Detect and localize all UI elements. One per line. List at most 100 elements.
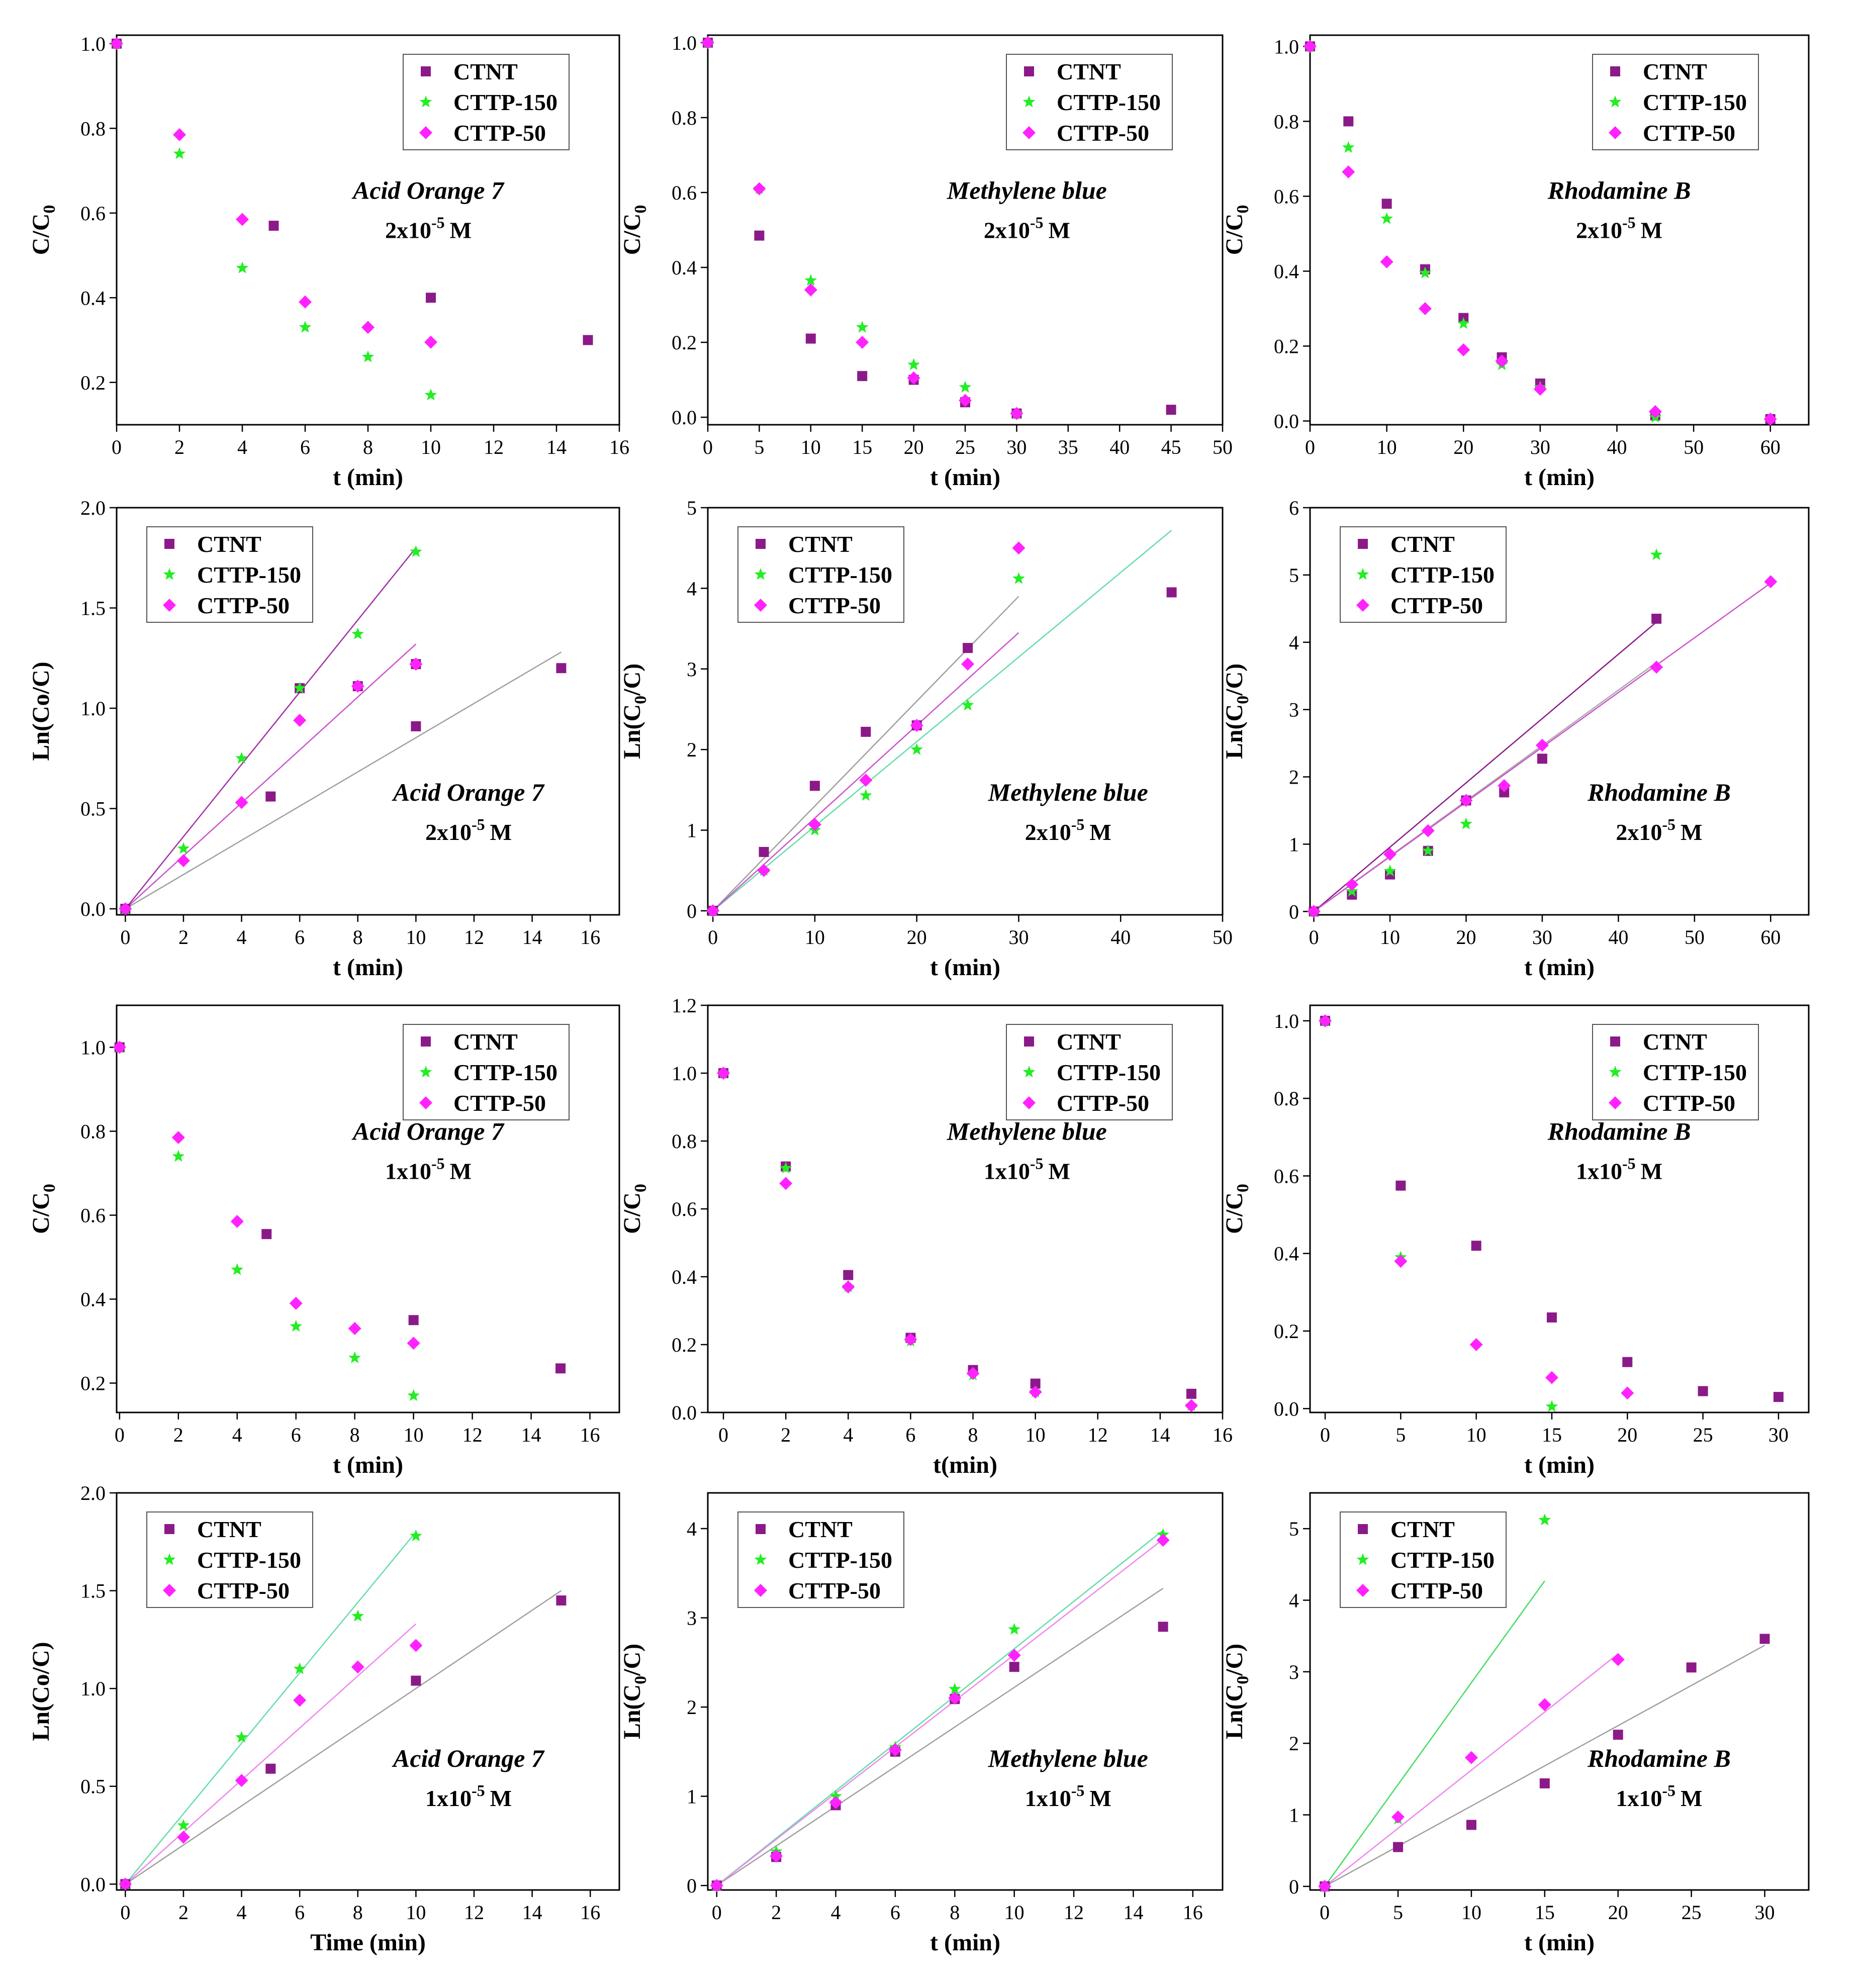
x-tick-label: 12 <box>484 436 504 458</box>
point-cttp-50 <box>1184 1399 1198 1412</box>
point-cttp-50 <box>348 1321 361 1335</box>
x-tick-label: 0 <box>708 926 718 949</box>
point-ctnt <box>1381 199 1392 209</box>
x-tick-label: 0 <box>1320 1901 1330 1924</box>
legend-marker-cttp-50 <box>754 1584 767 1597</box>
y-tick-label: 1 <box>1289 1804 1299 1827</box>
concentration-unit: M <box>1681 1785 1702 1811</box>
plot-frame <box>1309 1492 1810 1891</box>
concentration-annotation: 2x10-5 M <box>1025 815 1111 845</box>
x-tick-label: 6 <box>905 1424 915 1446</box>
concentration-exponent: -5 <box>431 214 445 232</box>
point-cttp-50 <box>113 1040 126 1054</box>
concentration-exponent: -5 <box>1071 1781 1085 1800</box>
x-tick-label: 0 <box>1320 1424 1330 1446</box>
point-ctnt <box>759 846 769 857</box>
legend-marker-cttp-50 <box>1022 126 1036 139</box>
legend-marker-cttp-150 <box>163 568 176 580</box>
fit-line-ctnt-b <box>125 547 417 909</box>
x-tick-label: 0 <box>712 1901 722 1924</box>
x-axis-label: t (min) <box>1524 1929 1595 1956</box>
y-tick-label: 1 <box>1289 833 1299 856</box>
fit-line-ctnt <box>125 651 562 910</box>
x-tick-label: 8 <box>350 1424 360 1446</box>
x-tick-label: 12 <box>464 1901 484 1924</box>
dye-annotation: Methylene blue <box>947 1117 1107 1145</box>
point-cttp-50 <box>757 864 771 877</box>
point-cttp-50 <box>888 1743 902 1757</box>
legend-label-cttp-50: CTTP-50 <box>1057 1090 1149 1116</box>
x-axis-label: t (min) <box>333 954 403 981</box>
legend: CTNT CTTP-150 CTTP-50 <box>403 54 570 150</box>
point-cttp-50 <box>1535 738 1549 752</box>
y-axis-label-sub: 0 <box>631 1676 650 1684</box>
chart-4: 0 2 4 6 8 10 12 14 16 0.0 0.5 1.0 1.5 2.0 t (min) Ln(Co… <box>28 497 620 981</box>
point-cttp-150 <box>172 1150 185 1162</box>
y-axis-label-sub: 0 <box>1234 205 1252 214</box>
y-axis-label-main: C/C <box>1221 1192 1248 1234</box>
x-tick-label: 12 <box>464 926 484 949</box>
x-tick-label: 4 <box>831 1901 841 1924</box>
point-cttp-150 <box>235 751 248 764</box>
dye-annotation: Rhodamine B <box>1547 1117 1691 1145</box>
point-ctnt <box>809 781 820 791</box>
point-cttp-50 <box>1421 824 1435 837</box>
point-cttp-50 <box>804 283 817 297</box>
legend-marker-ctnt <box>1358 539 1368 549</box>
x-axis-label: t (min) <box>333 1452 403 1478</box>
point-cttp-150 <box>1460 817 1472 829</box>
point-cttp-150 <box>948 1682 961 1695</box>
x-tick-label: 20 <box>907 926 927 949</box>
y-tick-label: 1.5 <box>80 1580 106 1602</box>
chart-2: 0 5 10 15 20 25 30 35 40 45 50 0.0 0.2 0.4 0.6 0.8 1.0 t … <box>619 32 1233 491</box>
y-axis-label: Ln(Co/C) <box>28 1642 54 1741</box>
x-tick-label: 50 <box>1685 926 1705 949</box>
point-cttp-50 <box>1650 660 1663 674</box>
x-tick-label: 30 <box>1768 1424 1789 1446</box>
legend-marker-cttp-150 <box>1609 1066 1622 1078</box>
x-tick-label: 0 <box>120 1901 130 1924</box>
legend-marker-cttp-50 <box>1609 126 1622 139</box>
point-ctnt <box>1651 613 1662 624</box>
point-cttp-50 <box>1010 407 1023 420</box>
x-tick-label: 5 <box>1395 1424 1406 1446</box>
y-axis-label: C/C0 <box>28 1184 59 1234</box>
point-cttp-50 <box>1307 905 1321 918</box>
y-axis-label-main: Ln(C <box>1221 1684 1248 1739</box>
point-cttp-150 <box>348 1351 361 1363</box>
point-cttp-150 <box>235 1731 248 1743</box>
point-cttp-50 <box>1457 343 1470 356</box>
y-axis-label: Ln(C0/C) <box>619 1644 650 1739</box>
y-axis-label: C/C0 <box>1221 1184 1252 1234</box>
x-tick-label: 30 <box>1008 926 1029 949</box>
point-cttp-50 <box>236 213 249 226</box>
point-cttp-150 <box>293 682 306 694</box>
point-cttp-50 <box>293 713 307 727</box>
y-tick-label: 0.8 <box>672 1130 697 1153</box>
x-axis-label: t (min) <box>930 1929 1000 1956</box>
y-tick-label: 0.4 <box>80 1288 106 1311</box>
legend-marker-ctnt <box>756 539 766 549</box>
fit-line-ctnt <box>712 596 1019 911</box>
point-cttp-50 <box>907 371 920 385</box>
x-tick-label: 10 <box>1380 926 1400 949</box>
y-tick-label: 0.0 <box>672 1401 697 1424</box>
x-axis-label: t(min) <box>933 1452 997 1478</box>
x-tick-label: 35 <box>1058 436 1078 458</box>
point-cttp-50 <box>173 128 186 141</box>
legend-marker-cttp-150 <box>1022 96 1036 108</box>
concentration-annotation: 2x10-5 M <box>1616 815 1702 845</box>
point-cttp-50 <box>859 774 873 787</box>
y-tick-label: 2 <box>687 738 697 761</box>
dye-annotation: Methylene blue <box>947 176 1107 205</box>
x-tick-label: 12 <box>462 1424 483 1446</box>
legend-label-cttp-150: CTTP-150 <box>1057 89 1161 115</box>
y-tick-label: 0.5 <box>80 798 106 820</box>
legend-marker-ctnt <box>421 66 431 76</box>
concentration-exponent: -5 <box>1030 1154 1044 1172</box>
point-cttp-150 <box>804 274 817 286</box>
y-axis-label-main: Ln(C <box>1221 704 1248 759</box>
legend-marker-cttp-50 <box>419 1096 432 1109</box>
legend: CTNT CTTP-150 CTTP-50 <box>737 1511 904 1608</box>
